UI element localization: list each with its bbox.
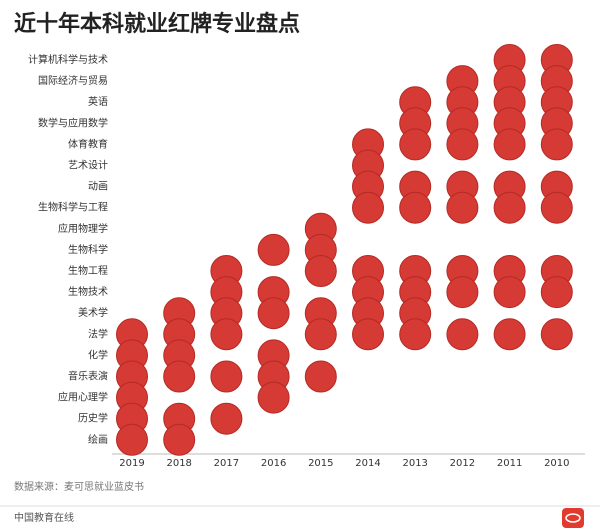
- row-label: 法学: [88, 327, 108, 340]
- row-label: 化学: [88, 348, 108, 361]
- logo: [562, 508, 584, 528]
- row-label: 艺术设计: [68, 159, 108, 172]
- row-label: 音乐表演: [68, 370, 108, 383]
- dot: [540, 191, 573, 224]
- column-label: 2015: [308, 458, 333, 469]
- dot: [399, 128, 432, 161]
- row-label: 计算机科学与技术: [28, 53, 108, 66]
- row-label: 动画: [88, 181, 108, 193]
- dot: [210, 360, 243, 393]
- row-label: 国际经济与贸易: [38, 74, 108, 87]
- row-label: 生物科学: [68, 243, 108, 256]
- dot: [304, 318, 337, 351]
- dot: [257, 233, 290, 266]
- dot: [446, 318, 479, 351]
- dot: [493, 318, 526, 351]
- dot: [446, 191, 479, 224]
- row-label: 体育教育: [68, 137, 108, 150]
- column-label: 2017: [214, 458, 239, 469]
- dot: [352, 191, 384, 224]
- footer: 中国教育在线: [14, 511, 74, 524]
- row-label: 数学与应用数学: [38, 116, 108, 129]
- dot: [493, 191, 526, 224]
- dot: [540, 276, 573, 309]
- dot: [304, 360, 337, 393]
- column-label: 2010: [544, 458, 569, 469]
- row-label: 应用物理学: [58, 222, 108, 235]
- dot: [257, 297, 290, 330]
- row-label: 英语: [88, 95, 108, 108]
- column-label: 2012: [450, 458, 475, 469]
- dot: [163, 360, 196, 393]
- source: 数据来源：麦可思就业蓝皮书: [14, 480, 144, 493]
- row-label: 美术学: [78, 306, 108, 319]
- dot: [163, 423, 196, 456]
- chart-title: 近十年本科就业红牌专业盘点: [14, 11, 300, 37]
- column-label: 2019: [119, 458, 144, 469]
- dot: [116, 423, 148, 456]
- row-label: 应用心理学: [58, 391, 108, 404]
- column-label: 2014: [355, 458, 380, 469]
- dot: [399, 191, 432, 224]
- row-label: 生物工程: [68, 264, 108, 277]
- row-label: 生物技术: [68, 285, 108, 298]
- dot: [399, 318, 432, 351]
- column-label: 2016: [261, 458, 286, 469]
- dot: [210, 402, 243, 435]
- row-label: 生物科学与工程: [38, 201, 108, 214]
- dot: [446, 276, 479, 309]
- row-label: 历史学: [78, 412, 108, 425]
- row-label: 绘画: [88, 433, 108, 446]
- column-label: 2011: [497, 458, 522, 469]
- dot: [493, 128, 526, 161]
- dot: [493, 276, 526, 309]
- dot: [352, 318, 384, 351]
- dot: [446, 128, 479, 161]
- dot: [210, 318, 243, 351]
- dot: [304, 255, 337, 287]
- column-label: 2013: [402, 458, 427, 469]
- dot: [540, 128, 573, 161]
- dot: [540, 318, 573, 351]
- dot: [257, 381, 290, 414]
- column-label: 2018: [166, 458, 191, 469]
